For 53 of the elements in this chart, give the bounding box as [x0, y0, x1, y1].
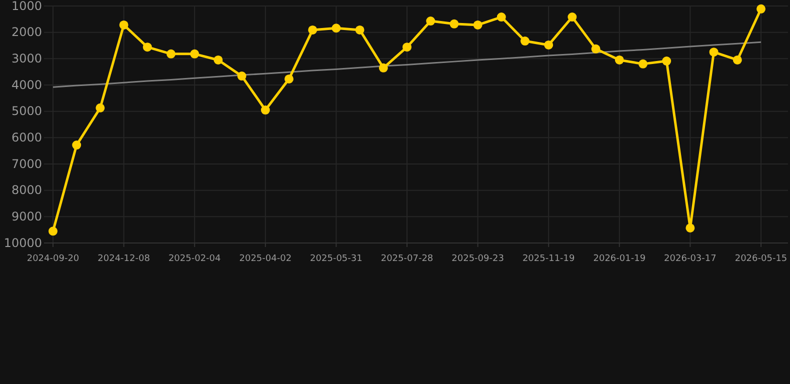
point: [332, 24, 341, 33]
y-tick-label: 3000: [11, 52, 42, 66]
y-tick-label: 10000: [4, 236, 42, 250]
x-tick-label: 2026-05-15: [734, 254, 788, 264]
point: [142, 42, 152, 52]
x-tick-label: 2024-09-20: [26, 254, 80, 264]
x-tick-label: 2025-05-31: [310, 254, 362, 264]
point: [662, 56, 672, 66]
x-tick-label: 2025-07-28: [380, 254, 434, 264]
point: [614, 55, 624, 64]
x-tick-label: 2026-03-17: [664, 254, 716, 264]
point: [520, 36, 530, 46]
point: [308, 25, 318, 34]
line-series: [52, 41, 762, 88]
y-tick-label: 1000: [11, 0, 42, 13]
point: [568, 12, 577, 22]
point: [260, 106, 270, 115]
x-tick-label: 2024-12-08: [98, 254, 150, 264]
point: [284, 74, 294, 84]
point: [402, 42, 412, 52]
y-tick-label: 6000: [11, 130, 42, 145]
y-tick-label: 8000: [11, 183, 42, 198]
y-tick-label: 7000: [11, 156, 42, 171]
x-tick-label: 2025-09-23: [452, 254, 504, 264]
point: [473, 20, 482, 30]
point: [96, 103, 105, 112]
point: [378, 63, 388, 72]
point: [214, 55, 223, 64]
y-tick-label: 5000: [11, 104, 42, 118]
y-tick-label: 4000: [11, 78, 42, 92]
point: [756, 4, 766, 14]
point: [166, 49, 176, 58]
point: [355, 25, 364, 34]
point: [190, 49, 200, 58]
y-tick-label: 2000: [11, 25, 42, 40]
x-tick-label: 2025-04-02: [239, 254, 292, 264]
x-tick-label: 2026-01-19: [593, 254, 646, 264]
point: [638, 59, 648, 68]
x-tick-label: 2025-02-04: [168, 254, 222, 264]
point: [426, 16, 436, 26]
point: [686, 223, 695, 232]
point: [496, 12, 506, 22]
x-tick-label: 2025-11-19: [522, 254, 576, 264]
point: [72, 140, 82, 150]
point: [591, 44, 600, 54]
point: [237, 72, 246, 81]
point: [544, 40, 554, 50]
point: [450, 19, 459, 28]
point: [732, 55, 742, 64]
point: [48, 226, 58, 236]
point: [119, 20, 128, 30]
point: [709, 48, 718, 57]
y-tick-label: 9000: [11, 210, 42, 224]
